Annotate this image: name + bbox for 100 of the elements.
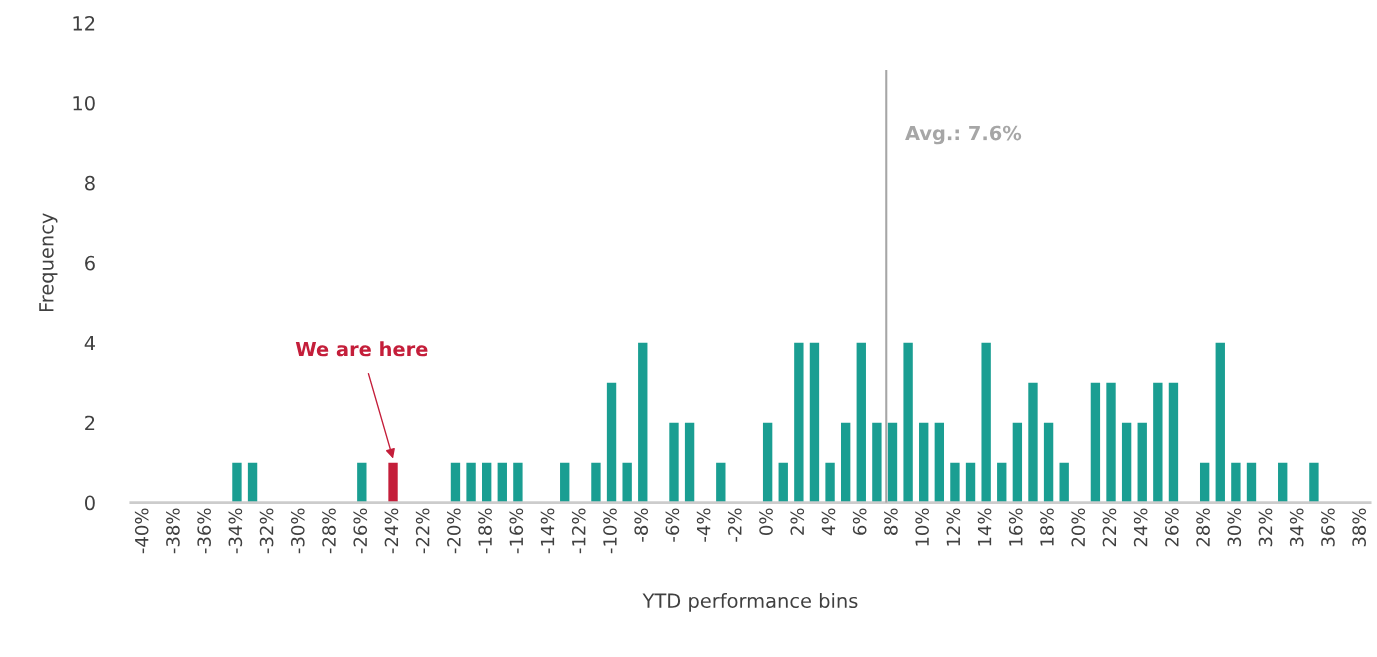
x-tick-label: -28% xyxy=(322,508,336,554)
bar xyxy=(997,462,1007,503)
x-tick-label: 32% xyxy=(1258,508,1273,547)
bar xyxy=(388,462,398,503)
x-tick-label: 28% xyxy=(1196,508,1210,547)
x-tick-label: 20% xyxy=(1071,508,1086,547)
bar xyxy=(965,462,976,503)
bar xyxy=(232,462,242,503)
bar xyxy=(1121,422,1132,503)
bar xyxy=(247,462,258,503)
bar xyxy=(778,462,788,503)
x-tick-label: -30% xyxy=(290,508,305,554)
x-tick-label: 26% xyxy=(1165,508,1179,547)
bar xyxy=(872,422,882,503)
ref-line-label: Avg.: 7.6% xyxy=(905,125,1022,145)
x-tick-label: -12% xyxy=(571,508,586,554)
x-tick-label: 6% xyxy=(852,508,867,535)
y-axis-title: Frequency xyxy=(39,213,58,312)
x-tick-label: 4% xyxy=(821,508,836,536)
y-tick-label: 2 xyxy=(85,415,95,431)
y-tick-label: 10 xyxy=(73,95,95,111)
x-tick-label: 14% xyxy=(977,508,992,546)
bar xyxy=(981,342,991,503)
bar xyxy=(1028,382,1038,503)
y-tick-label: 0 xyxy=(85,495,95,511)
x-tick-label: -20% xyxy=(447,508,461,554)
x-tick-label: 10% xyxy=(915,508,929,546)
bar xyxy=(903,342,913,503)
x-tick-label: -22% xyxy=(415,508,430,554)
bar xyxy=(482,462,492,503)
bar xyxy=(638,342,648,503)
bar xyxy=(591,462,601,503)
bar xyxy=(1153,382,1163,503)
bar xyxy=(606,382,617,503)
x-tick-label: -24% xyxy=(384,508,399,554)
y-tick-label: 4 xyxy=(84,335,95,351)
x-tick-label: 38% xyxy=(1352,508,1366,547)
bar xyxy=(622,462,632,503)
bar xyxy=(1278,462,1288,503)
bar xyxy=(1309,462,1319,503)
x-tick-label: -40% xyxy=(134,508,149,554)
y-tick-label: 6 xyxy=(85,255,95,271)
bar xyxy=(716,462,726,503)
bar xyxy=(497,462,507,503)
x-tick-label: 18% xyxy=(1040,508,1054,546)
x-tick-label: 2% xyxy=(790,508,805,535)
bar xyxy=(1043,422,1054,503)
bar xyxy=(1137,422,1147,503)
x-tick-label: 34% xyxy=(1289,508,1304,547)
bar xyxy=(794,342,804,503)
bar xyxy=(1106,382,1116,503)
x-tick-label: -34% xyxy=(228,508,243,554)
y-tick-label: 8 xyxy=(85,175,95,191)
x-tick-label: -26% xyxy=(353,508,368,554)
x-tick-label: 30% xyxy=(1227,508,1242,547)
y-tick-label: 12 xyxy=(73,15,95,31)
x-tick-label: -36% xyxy=(197,508,211,554)
bar xyxy=(1231,462,1241,503)
bar xyxy=(466,462,476,503)
x-tick-label: -2% xyxy=(728,508,742,542)
bar xyxy=(684,422,695,503)
bar xyxy=(809,342,820,503)
x-axis-title: YTD performance bins xyxy=(642,593,858,612)
bar xyxy=(934,422,945,503)
bar xyxy=(513,462,523,503)
x-tick-label: -16% xyxy=(509,508,524,554)
x-tick-label: 8% xyxy=(884,508,898,535)
x-tick-label: 36% xyxy=(1321,508,1335,547)
bar xyxy=(1168,382,1179,503)
bar xyxy=(887,422,898,503)
x-tick-label: -4% xyxy=(696,508,711,542)
x-tick-label: -38% xyxy=(166,508,180,554)
x-tick-label: 16% xyxy=(1008,508,1023,546)
x-tick-label: -6% xyxy=(665,508,680,542)
bar xyxy=(1199,462,1210,503)
x-tick-label: 24% xyxy=(1133,508,1148,547)
bar xyxy=(825,462,835,503)
bar xyxy=(950,462,960,503)
bar xyxy=(450,462,461,503)
annotation: We are here xyxy=(295,341,428,357)
bar xyxy=(919,422,929,503)
x-tick-label: -32% xyxy=(259,508,274,554)
x-tick-label: 12% xyxy=(946,508,961,546)
bar xyxy=(762,422,773,503)
x-tick-label: 22% xyxy=(1102,508,1117,547)
bar xyxy=(1246,462,1257,503)
bar xyxy=(840,422,851,503)
bar xyxy=(1059,462,1069,503)
x-tick-label: -10% xyxy=(603,508,617,554)
bar xyxy=(357,462,367,503)
bar xyxy=(856,342,866,503)
bar xyxy=(1090,382,1101,503)
bar xyxy=(1215,342,1225,503)
x-tick-label: -8% xyxy=(634,508,649,542)
x-tick-label: -18% xyxy=(478,508,492,554)
bar xyxy=(560,462,570,503)
x-tick-label: -14% xyxy=(540,508,555,554)
bar xyxy=(669,422,679,503)
bar xyxy=(1012,422,1023,503)
x-tick-label: 0% xyxy=(759,508,773,535)
